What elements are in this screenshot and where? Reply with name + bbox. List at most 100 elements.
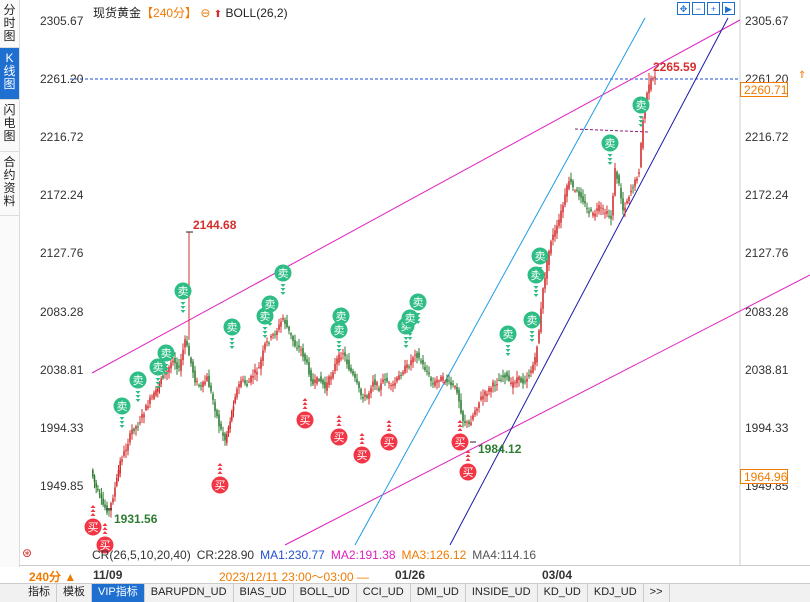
candle-body <box>268 342 270 344</box>
sell-arrow <box>638 116 644 119</box>
buy-signal: 买 <box>380 420 398 451</box>
sell-signal-badge <box>527 266 545 284</box>
candle-body <box>222 432 224 436</box>
sell-arrow <box>537 275 543 278</box>
zoom-in-icon[interactable]: + <box>707 2 720 15</box>
candle-body <box>618 175 620 184</box>
sell-arrow <box>119 425 125 428</box>
tab-kd[interactable]: KD_UD <box>538 584 588 602</box>
buy-arrow <box>386 424 392 427</box>
candle-body <box>284 319 286 324</box>
buy-signal-badge <box>451 433 469 451</box>
candle-body <box>528 374 530 377</box>
candle-body <box>518 376 520 381</box>
candle-body <box>412 357 414 363</box>
candle-body <box>131 429 133 435</box>
tab-kline-chart[interactable]: K线图 <box>0 48 19 100</box>
tab-kdj[interactable]: KDJ_UD <box>588 584 644 602</box>
sell-arrow <box>262 335 268 338</box>
candle-body <box>254 369 256 374</box>
candle-body <box>346 359 348 365</box>
candle-body <box>432 383 434 385</box>
candle-body <box>160 378 162 384</box>
settings-circle-icon[interactable]: ⊖ <box>200 6 211 20</box>
tab-indicators[interactable]: 指标 <box>0 584 57 602</box>
candle-body <box>500 379 502 381</box>
tab-time-chart[interactable]: 分时图 <box>0 0 19 48</box>
price-annotations: 2144.68 2265.59 1931.56 1984.12 <box>114 60 697 526</box>
candle-body <box>226 433 228 443</box>
candle-body <box>334 363 336 372</box>
buy-arrow <box>457 420 463 423</box>
candle-body <box>482 395 484 400</box>
sell-label: 卖 <box>405 312 416 325</box>
candle-body <box>554 230 556 237</box>
left-price-label: 2261.20 <box>40 72 84 86</box>
candle-body <box>538 330 540 343</box>
candle-body <box>202 381 204 387</box>
indicator-name[interactable]: BOLL(26,2) <box>225 6 288 20</box>
crosshair-icon[interactable]: ✥ <box>677 2 690 15</box>
candle-body <box>149 397 151 404</box>
tab-more[interactable]: >> <box>644 584 670 602</box>
settings-icon[interactable]: ⊛ <box>22 546 33 560</box>
sell-arrow <box>415 317 421 320</box>
sell-arrow <box>267 323 273 326</box>
tab-inside[interactable]: INSIDE_UD <box>466 584 538 602</box>
sell-label: 卖 <box>636 99 647 112</box>
candle-body <box>300 349 302 351</box>
candle-body <box>364 394 366 397</box>
tab-cci[interactable]: CCI_UD <box>357 584 411 602</box>
candle-body <box>380 383 382 390</box>
candle-body <box>560 210 562 223</box>
current-price-badge: 2260.71 <box>740 82 788 97</box>
period-dropdown[interactable]: 240分 ▲ <box>29 570 77 584</box>
candle-body <box>340 357 342 360</box>
indicator-readout: CR(26,5,10,20,40) CR:228.90 MA1:230.77 MA2:… <box>92 548 542 562</box>
candle-body <box>556 225 558 234</box>
candle-body <box>176 362 178 369</box>
sell-arrow <box>529 339 535 342</box>
candle-body <box>342 353 344 355</box>
price-axis-label: 2038.81 <box>745 363 789 377</box>
tab-barupdn[interactable]: BARUPDN_UD <box>145 584 234 602</box>
tab-dmi[interactable]: DMI_UD <box>411 584 466 602</box>
sell-label: 卖 <box>401 320 412 333</box>
sell-signal: 卖 <box>601 134 619 165</box>
sell-arrow <box>415 321 421 324</box>
candle-body <box>151 396 153 398</box>
candle-body <box>116 477 118 486</box>
buy-arrow <box>90 513 96 516</box>
tab-contract-info[interactable]: 合约资料 <box>0 152 19 216</box>
price-axis-label: 2216.72 <box>745 130 789 144</box>
sell-arrow <box>163 372 169 375</box>
sell-arrow <box>267 319 273 322</box>
sell-arrow <box>163 368 169 371</box>
tab-templates[interactable]: 模板 <box>57 584 92 602</box>
candle-body <box>598 205 600 212</box>
candle-body <box>608 215 610 217</box>
sell-label: 卖 <box>161 347 172 360</box>
candle-body <box>402 372 404 375</box>
candle-body <box>394 382 396 386</box>
tab-boll[interactable]: BOLL_UD <box>294 584 357 602</box>
buy-label: 买 <box>357 449 368 462</box>
candle-body <box>310 370 312 382</box>
tab-bias[interactable]: BIAS_UD <box>234 584 294 602</box>
candle-body <box>304 354 306 361</box>
buy-signal-badge <box>211 476 229 494</box>
move-right-icon[interactable]: ▶ <box>722 2 735 15</box>
candle-body <box>570 178 572 183</box>
sell-arrow <box>180 306 186 309</box>
candle-body <box>600 207 602 209</box>
candle-body <box>318 379 320 381</box>
candle-body <box>420 360 422 363</box>
candle-body <box>326 382 328 391</box>
candle-body <box>157 386 159 392</box>
tab-flash-chart[interactable]: 闪电图 <box>0 100 19 152</box>
tab-vip-indicators[interactable]: VIP指标 <box>92 584 145 602</box>
zoom-out-icon[interactable]: − <box>692 2 705 15</box>
candle-body <box>229 421 231 429</box>
side-tab-bar: 分时图 K线图 闪电图 合约资料 <box>0 0 20 567</box>
